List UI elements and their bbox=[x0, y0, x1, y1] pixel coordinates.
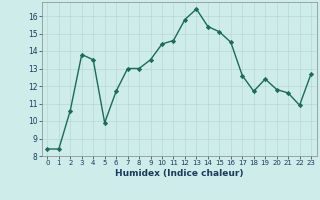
X-axis label: Humidex (Indice chaleur): Humidex (Indice chaleur) bbox=[115, 169, 244, 178]
